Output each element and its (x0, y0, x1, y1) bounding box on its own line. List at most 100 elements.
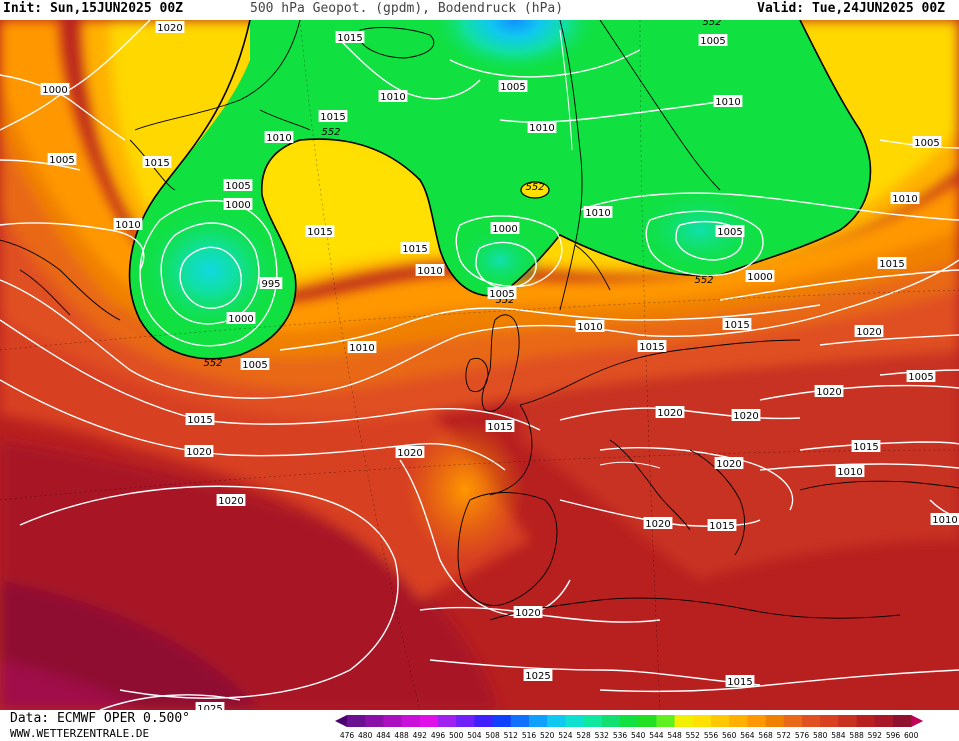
legend-swatch (765, 715, 785, 727)
pressure-label: 1005 (240, 358, 270, 371)
pressure-label: 1015 (722, 318, 752, 331)
legend-tick-label: 544 (649, 731, 664, 740)
coast-balkans (689, 449, 746, 556)
isobar-1025-atl (19, 485, 399, 699)
legend-tick-label: 488 (394, 731, 409, 740)
pressure-label: 1025 (523, 669, 553, 682)
pressure-label-box (637, 340, 667, 352)
low-core-north (430, 20, 600, 75)
contour-552-line (128, 20, 872, 360)
pressure-label: 1005 (906, 370, 936, 383)
pressure-label-box (912, 136, 942, 148)
pressure-label: 1015 (318, 110, 348, 123)
coastlines (0, 20, 959, 621)
legend-swatch (401, 715, 421, 727)
isobar-1015-wlow (0, 259, 959, 399)
highlight-alps (599, 461, 661, 469)
pressure-label: 1000 (226, 312, 256, 325)
legend-swatch (783, 715, 803, 727)
pressure-label: 1005 (498, 80, 528, 93)
legend-arrow-right (911, 715, 924, 727)
legend-tick-label: 536 (613, 731, 628, 740)
pressure-label-text: 1015 (709, 521, 734, 532)
isobar-1020-atl (0, 379, 506, 471)
legend-tick-label: 500 (449, 731, 464, 740)
legend-tick-label: 560 (722, 731, 737, 740)
pressure-label: 1010 (890, 192, 920, 205)
pressure-label-box (400, 242, 430, 254)
coast-iberia (457, 492, 558, 606)
legend-tick-label: 564 (740, 731, 755, 740)
pressure-label-box (731, 409, 761, 421)
contour-552-label: 552 (525, 182, 544, 193)
pressure-label: 1010 (378, 90, 408, 103)
contour-552-label-text: 552 (495, 295, 514, 306)
pressure-label-text: 1020 (515, 608, 540, 619)
pressure-label-text: 1010 (892, 194, 917, 205)
pressure-label: 1010 (713, 95, 743, 108)
coast-continent (489, 339, 801, 496)
pressure-label-box (498, 80, 528, 92)
legend-tick-label: 592 (868, 731, 883, 740)
pressure-label-text: 1020 (645, 519, 670, 530)
legend-swatch (620, 715, 639, 727)
valid-time: Valid: Tue,24JUN2025 00Z (757, 1, 945, 16)
pressure-label-text: 1010 (529, 123, 554, 134)
isobar-1005-n (449, 49, 641, 78)
legend-swatch (383, 715, 402, 727)
pressure-label: 1000 (223, 198, 253, 211)
pressure-label-box (335, 31, 365, 43)
pressure-label-text: 1005 (500, 82, 525, 93)
pressure-label: 1015 (185, 413, 215, 426)
legend-swatch (711, 715, 730, 727)
legend-tick-label: 528 (576, 731, 591, 740)
pressure-label-text: 1005 (489, 289, 514, 300)
legend-swatch (838, 715, 857, 727)
band-596-sw (0, 580, 260, 710)
pressure-label-box (487, 287, 517, 299)
pressure-label-text: 1010 (115, 220, 140, 231)
pressure-labels: 1020 1000 1005 1015 1010 1015 1010 1005 1000 995 1… (40, 21, 959, 710)
contour-552-label: 552 (702, 20, 721, 28)
legend-tick-label: 484 (376, 731, 391, 740)
coast-ireland (465, 357, 489, 393)
pressure-label: 1010 (583, 206, 613, 219)
isobar-1000-e (675, 220, 744, 261)
contour-552-label-text: 552 (203, 358, 222, 369)
legend-tick-label: 524 (558, 731, 573, 740)
pressure-label-box (47, 153, 77, 165)
pressure-label-box (113, 218, 143, 230)
pressure-label-text: 1010 (349, 343, 374, 354)
isobar-995-low (179, 246, 242, 309)
pressure-label-box (835, 465, 865, 477)
legend-swatch (729, 715, 748, 727)
pressure-label: 1010 (113, 218, 143, 231)
legend-tick-label: 496 (431, 731, 446, 740)
trough-552-region (129, 20, 871, 359)
pressure-label-box (698, 34, 728, 46)
isobar-1015-atl (0, 319, 541, 431)
pressure-label-box (851, 440, 881, 452)
pressure-label-text: 1020 (716, 459, 741, 470)
isobar-1015-af2 (599, 669, 959, 693)
pressure-label: 1020 (216, 494, 246, 507)
pressure-label: 1010 (575, 320, 605, 333)
contour-552-label: 552 (321, 127, 340, 138)
legend-arrow-left (335, 715, 347, 727)
pressure-label-box (527, 121, 557, 133)
pressure-label-text: 1015 (879, 259, 904, 270)
pressure-label-box (40, 83, 70, 95)
pressure-label-text: 1000 (492, 224, 517, 235)
pressure-label: 1005 (47, 153, 77, 166)
legend-swatch (419, 715, 439, 727)
highlight-norway (559, 29, 573, 151)
pressure-label: 995 (259, 277, 283, 290)
legend-tick-label: 516 (522, 731, 537, 740)
legend-tick-label: 520 (540, 731, 555, 740)
legend-swatch (510, 715, 530, 727)
pressure-label-box (185, 413, 215, 425)
pressure-label: 1015 (142, 156, 172, 169)
isobar-1020-med3 (559, 499, 761, 527)
isobar-1010-e3 (759, 463, 959, 471)
low-core-east (630, 185, 770, 275)
